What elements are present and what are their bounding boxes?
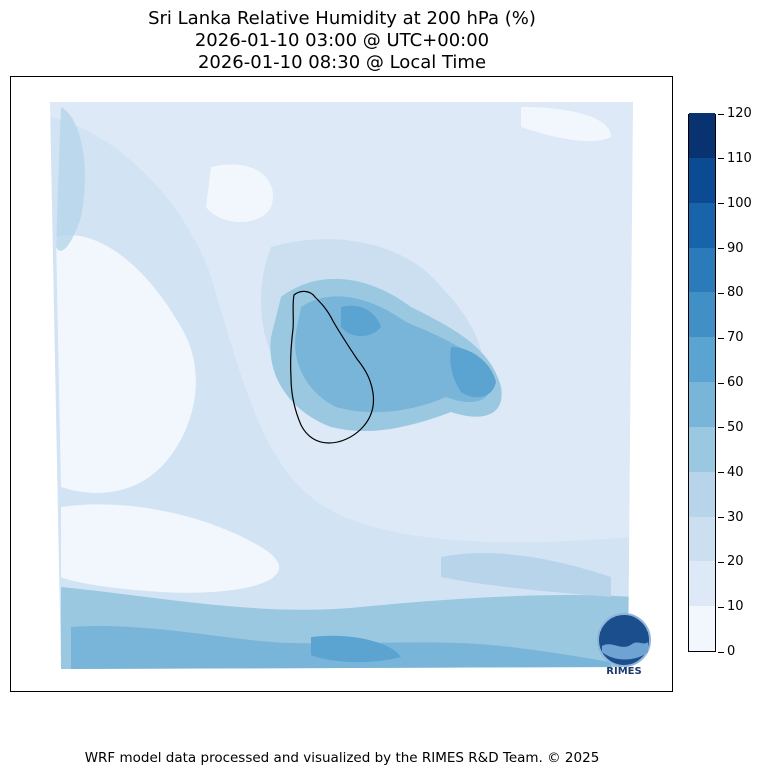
colorbar-tick-label: 100	[727, 195, 752, 211]
utc-time-label: 2026-01-10 03:00 @ UTC+00:00	[194, 30, 490, 51]
colorbar-segment	[689, 606, 715, 651]
footer-credit: WRF model data processed and visualized …	[84, 750, 600, 766]
colorbar-tick-mark	[718, 382, 724, 384]
humidity-zone-verylow-ne	[521, 107, 611, 142]
colorbar-tick-mark	[718, 651, 724, 653]
humidity-colorbar	[688, 113, 716, 652]
colorbar-tick-mark	[718, 517, 724, 518]
colorbar-tick-mark	[718, 606, 724, 608]
sri-lanka-coastline	[290, 290, 375, 444]
colorbar-segment	[689, 202, 715, 248]
colorbar-tick-mark	[718, 561, 724, 563]
colorbar-tick-mark	[718, 472, 724, 474]
colorbar-segment	[689, 292, 715, 338]
humidity-zone-highest-east	[450, 347, 496, 398]
colorbar-tick-label: 30	[727, 509, 744, 525]
colorbar-tick-label: 0	[727, 644, 736, 659]
colorbar-tick-label: 20	[727, 554, 744, 570]
colorbar-tick-label: 110	[727, 150, 752, 166]
colorbar-segment	[689, 337, 715, 382]
humidity-zone-moderate-west	[56, 107, 85, 251]
colorbar-segment	[689, 113, 715, 158]
humidity-zone-east-band	[441, 553, 611, 597]
colorbar-tick-mark	[718, 248, 724, 249]
colorbar-tick-label: 60	[727, 375, 744, 390]
colorbar-tick-mark	[718, 113, 724, 115]
colorbar-segment	[689, 247, 715, 293]
colorbar-tick-mark	[718, 158, 724, 160]
humidity-zone-south-band-peak	[311, 635, 401, 663]
colorbar-segment	[689, 157, 715, 203]
colorbar-tick-label: 90	[727, 240, 744, 256]
colorbar-segment	[689, 426, 715, 472]
colorbar-tick-label: 80	[727, 285, 744, 301]
local-time-label: 2026-01-10 08:30 @ Local Time	[197, 52, 487, 73]
colorbar-tick-label: 120	[727, 106, 752, 121]
colorbar-segment	[689, 471, 715, 517]
map-panel	[10, 76, 673, 692]
humidity-zone-highest-center	[341, 305, 381, 336]
logo-text: RIMES	[606, 666, 641, 676]
colorbar-tick-mark	[718, 427, 724, 429]
map-title: Sri Lanka Relative Humidity at 200 hPa (…	[148, 8, 536, 29]
colorbar-segment	[689, 561, 715, 607]
colorbar-tick-mark	[718, 203, 724, 205]
humidity-zone-verylow-north	[206, 164, 273, 222]
humidity-field-map	[50, 102, 633, 669]
colorbar-tick-label: 70	[727, 330, 744, 346]
rimes-globe-logo-icon: RIMES	[597, 613, 651, 676]
humidity-zone-verylow	[56, 235, 196, 493]
colorbar-tick-label: 50	[727, 419, 744, 435]
colorbar-segment	[689, 516, 715, 562]
humidity-zone-verylow-south	[61, 504, 280, 593]
colorbar-tick-mark	[718, 337, 724, 339]
colorbar-tick-label: 10	[727, 599, 744, 615]
colorbar-tick-label: 40	[727, 464, 744, 480]
colorbar-tick-mark	[718, 292, 724, 294]
colorbar-segment	[689, 382, 715, 427]
